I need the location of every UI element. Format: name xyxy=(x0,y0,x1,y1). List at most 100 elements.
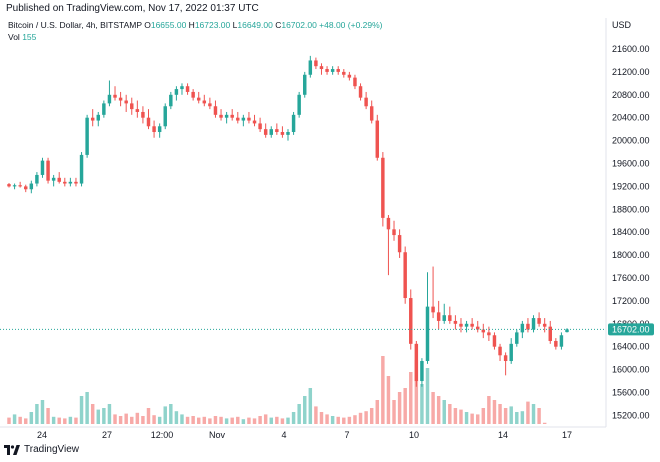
candle-body[interactable] xyxy=(258,123,262,130)
candle-body[interactable] xyxy=(375,120,380,158)
candle-body[interactable] xyxy=(369,106,374,121)
candle-body[interactable] xyxy=(325,69,329,72)
candle-body[interactable] xyxy=(470,323,474,327)
currency-label[interactable]: USD xyxy=(612,20,632,30)
symbol-name[interactable]: Bitcoin / U.S. Dollar, 4h, BITSTAMP xyxy=(8,20,142,30)
candle-body[interactable] xyxy=(247,117,251,121)
candle-body[interactable] xyxy=(146,117,151,127)
candle-body[interactable] xyxy=(403,252,407,299)
candle-body[interactable] xyxy=(548,326,552,341)
candle-body[interactable] xyxy=(202,100,207,104)
candle-body[interactable] xyxy=(24,186,28,190)
candle-body[interactable] xyxy=(18,185,22,187)
candle-body[interactable] xyxy=(330,69,335,72)
candle-body[interactable] xyxy=(107,94,112,104)
candle-body[interactable] xyxy=(169,94,173,107)
candle-body[interactable] xyxy=(141,111,145,118)
candle-body[interactable] xyxy=(46,160,50,181)
candle-body[interactable] xyxy=(297,94,301,115)
volume-label[interactable]: Vol xyxy=(8,32,20,42)
candle-body[interactable] xyxy=(135,109,140,112)
candle-body[interactable] xyxy=(213,106,218,115)
candle-body[interactable] xyxy=(453,320,458,324)
candle-body[interactable] xyxy=(409,298,413,344)
candle-body[interactable] xyxy=(180,86,184,90)
candle-body[interactable] xyxy=(163,106,167,127)
candle-body[interactable] xyxy=(448,315,452,321)
candle-body[interactable] xyxy=(230,114,234,118)
candle-body[interactable] xyxy=(498,346,502,356)
candle-body[interactable] xyxy=(358,86,363,98)
candle-body[interactable] xyxy=(565,329,569,333)
candle-body[interactable] xyxy=(280,132,285,135)
candle-body[interactable] xyxy=(130,103,134,110)
candle-body[interactable] xyxy=(185,86,190,92)
candle-body[interactable] xyxy=(515,332,519,344)
candle-body[interactable] xyxy=(520,323,525,333)
candle-body[interactable] xyxy=(7,184,11,187)
candle-body[interactable] xyxy=(414,343,419,382)
candle-body[interactable] xyxy=(51,177,56,181)
candle-body[interactable] xyxy=(559,335,564,347)
candle-body[interactable] xyxy=(492,335,497,347)
candle-body[interactable] xyxy=(35,174,39,184)
candle-body[interactable] xyxy=(386,217,391,230)
candle-body[interactable] xyxy=(12,185,17,187)
candle-body[interactable] xyxy=(526,323,530,330)
candle-body[interactable] xyxy=(57,177,61,182)
candle-body[interactable] xyxy=(90,117,95,121)
candle-body[interactable] xyxy=(286,132,290,135)
candle-body[interactable] xyxy=(308,60,313,75)
candle-body[interactable] xyxy=(275,129,279,133)
candle-body[interactable] xyxy=(269,129,273,135)
candle-body[interactable] xyxy=(85,117,89,155)
candle-body[interactable] xyxy=(459,323,463,327)
candle-body[interactable] xyxy=(79,154,84,184)
candle-body[interactable] xyxy=(442,315,446,321)
candle-body[interactable] xyxy=(425,306,430,362)
candle-body[interactable] xyxy=(96,114,101,121)
candle-body[interactable] xyxy=(537,318,541,324)
candle-body[interactable] xyxy=(102,103,106,115)
candle-body[interactable] xyxy=(219,114,223,118)
candle-body[interactable] xyxy=(487,332,491,336)
candle-body[interactable] xyxy=(29,183,34,190)
tradingview-footer[interactable]: TradingView xyxy=(4,444,79,455)
candle-body[interactable] xyxy=(347,74,352,78)
candle-body[interactable] xyxy=(196,97,201,101)
candle-body[interactable] xyxy=(191,91,195,98)
candle-body[interactable] xyxy=(74,181,78,184)
candle-body[interactable] xyxy=(475,326,480,330)
candle-body[interactable] xyxy=(124,100,128,104)
candle-body[interactable] xyxy=(241,117,246,121)
candle-body[interactable] xyxy=(118,97,123,101)
candle-body[interactable] xyxy=(436,312,441,321)
candle-body[interactable] xyxy=(314,60,318,67)
candle-body[interactable] xyxy=(381,157,385,218)
candle-body[interactable] xyxy=(364,97,368,107)
candle-body[interactable] xyxy=(303,74,307,95)
candle-body[interactable] xyxy=(113,94,117,98)
candle-body[interactable] xyxy=(554,340,558,347)
candle-body[interactable] xyxy=(157,126,162,133)
candle-body[interactable] xyxy=(174,89,179,95)
candle-body[interactable] xyxy=(342,71,346,75)
candle-body[interactable] xyxy=(152,126,156,133)
candle-body[interactable] xyxy=(208,103,212,107)
candle-body[interactable] xyxy=(392,229,396,236)
candle-body[interactable] xyxy=(503,355,508,362)
candle-body[interactable] xyxy=(336,69,340,72)
candle-body[interactable] xyxy=(319,66,324,70)
candle-body[interactable] xyxy=(420,361,424,382)
candle-body[interactable] xyxy=(68,181,73,184)
candle-body[interactable] xyxy=(431,306,435,313)
candle-body[interactable] xyxy=(531,318,536,330)
candle-body[interactable] xyxy=(542,323,547,327)
candle-body[interactable] xyxy=(263,129,268,135)
candle-body[interactable] xyxy=(464,323,469,327)
candle-body[interactable] xyxy=(481,329,486,333)
candle-body[interactable] xyxy=(63,181,67,184)
candle-body[interactable] xyxy=(509,343,513,362)
candle-body[interactable] xyxy=(40,160,45,175)
